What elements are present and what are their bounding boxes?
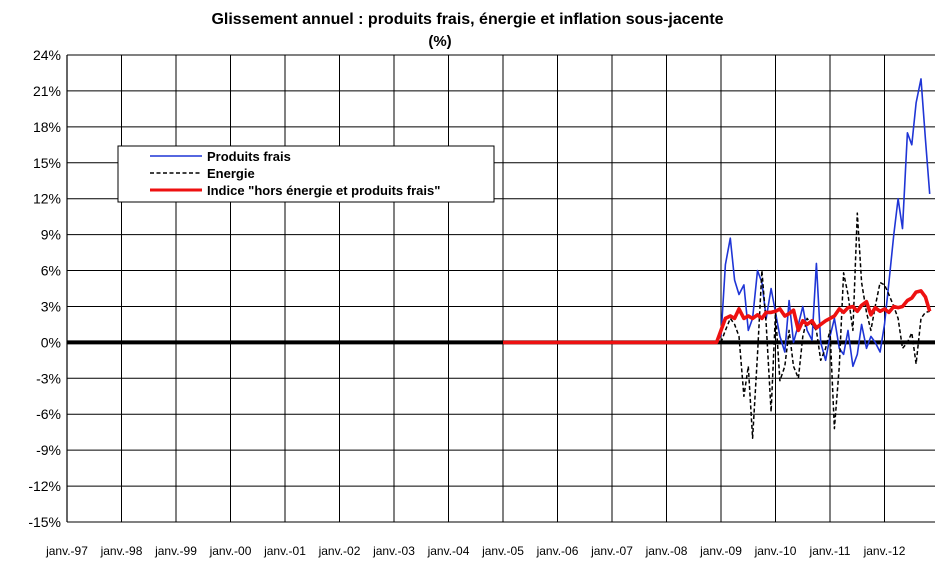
y-tick-label: 3%: [41, 298, 61, 314]
y-tick-label: 24%: [33, 47, 61, 63]
y-axis-ticks: 24% 21% 18% 15% 12% 9% 6% 3% 0% -3% -6% -9% -12% -15%: [28, 47, 61, 530]
x-tick-label: janv.-08: [645, 544, 688, 558]
x-tick-label: janv.-09: [699, 544, 742, 558]
y-tick-label: -15%: [28, 514, 61, 530]
legend-label-3: Indice "hors énergie et produits frais": [207, 183, 440, 198]
y-tick-label: 21%: [33, 83, 61, 99]
series-line-1: [720, 78, 931, 368]
x-tick-label: janv.-00: [209, 544, 252, 558]
x-tick-label: janv.-10: [754, 544, 797, 558]
series-line-2: [720, 212, 930, 439]
legend-label-2: Energie: [207, 166, 255, 181]
x-tick-label: janv.-03: [372, 544, 415, 558]
y-tick-label: 18%: [33, 119, 61, 135]
x-tick-label: janv.-98: [100, 544, 143, 558]
series-lines: [503, 78, 932, 439]
chart-subtitle: (%): [428, 33, 452, 50]
x-tick-label: janv.-04: [427, 544, 470, 558]
y-tick-label: -3%: [36, 370, 61, 386]
x-tick-label: janv.-99: [154, 544, 197, 558]
x-tick-label: janv.-97: [45, 544, 88, 558]
x-tick-label: janv.-06: [536, 544, 579, 558]
x-tick-label: janv.-02: [318, 544, 361, 558]
x-tick-label: janv.-12: [863, 544, 906, 558]
x-tick-label: janv.-05: [481, 544, 524, 558]
y-tick-label: 9%: [41, 227, 61, 243]
y-tick-label: -9%: [36, 442, 61, 458]
series-line-3: [503, 289, 932, 345]
x-tick-label: janv.-11: [809, 544, 851, 558]
legend: Produits frais Energie Indice "hors énergi…: [117, 145, 495, 203]
y-tick-label: -12%: [28, 478, 61, 494]
x-axis-ticks: janv.-97 janv.-98 janv.-99 janv.-00 janv.-01…: [45, 544, 906, 558]
grid: [66, 54, 935, 523]
y-tick-label: 6%: [41, 263, 61, 279]
y-tick-label: 0%: [41, 334, 61, 350]
chart-title: Glissement annuel : produits frais, éner…: [211, 11, 724, 28]
x-tick-label: janv.-07: [590, 544, 633, 558]
y-tick-label: 15%: [33, 155, 61, 171]
y-tick-label: 12%: [33, 191, 61, 207]
y-tick-label: -6%: [36, 406, 61, 422]
legend-label-1: Produits frais: [207, 149, 291, 164]
x-tick-label: janv.-01: [263, 544, 306, 558]
